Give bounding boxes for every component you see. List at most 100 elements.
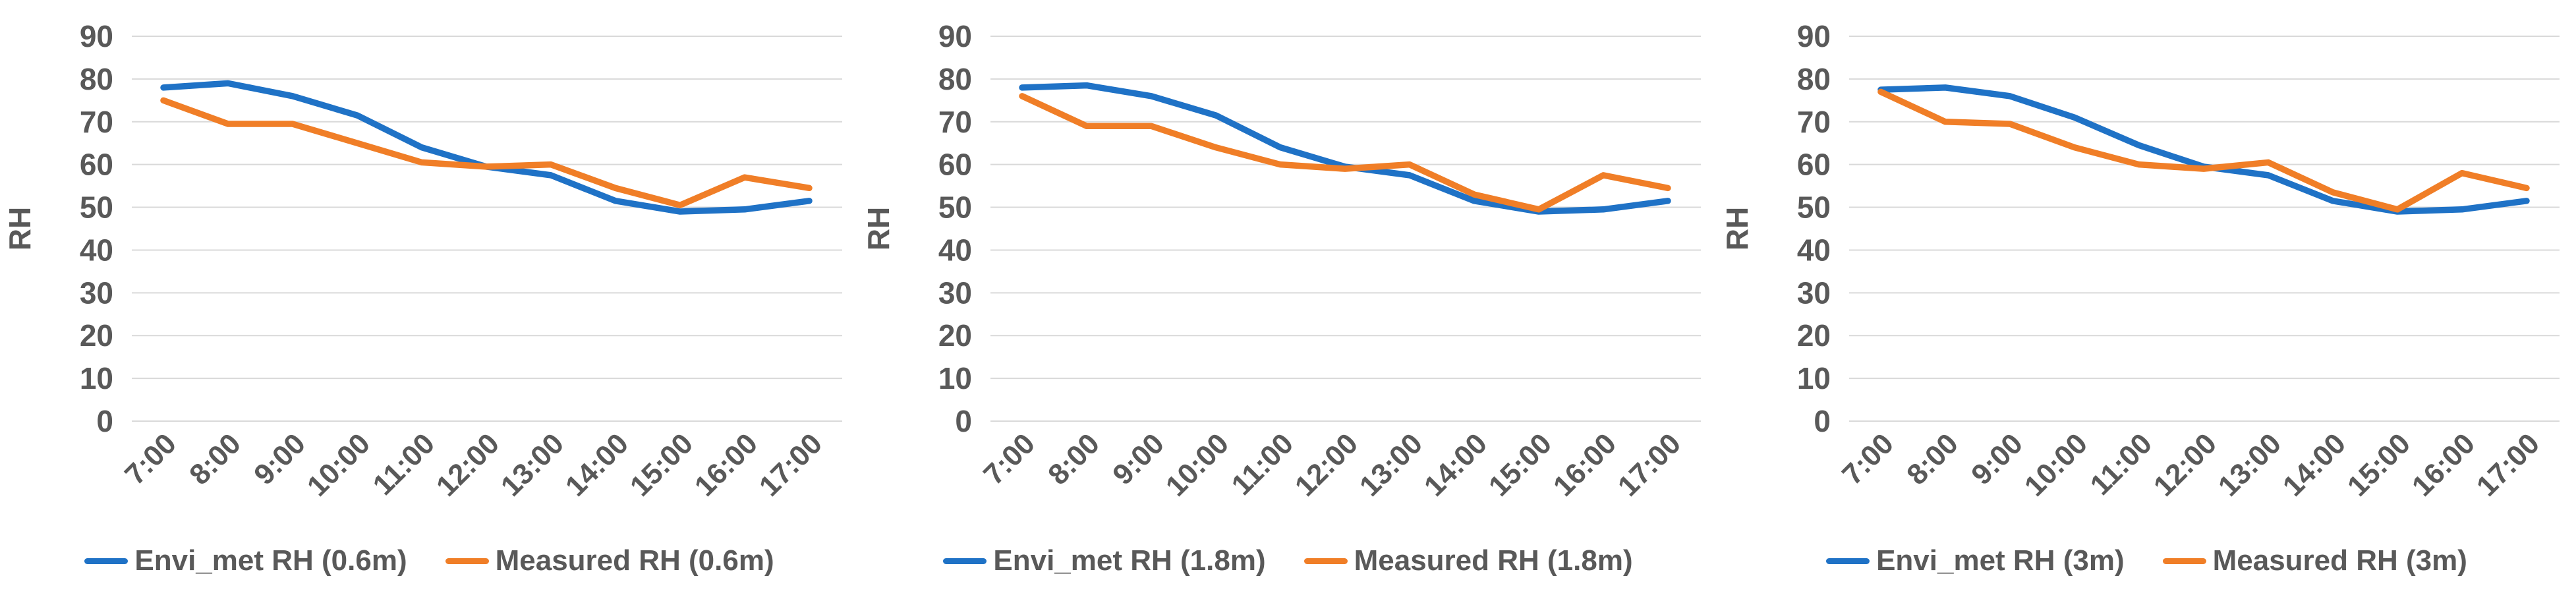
x-axis-tick-labels: 7:00 8:00 9:0010:0011:0012:0013:0014:0015:… — [1836, 427, 2546, 502]
y-tick-label: 80 — [938, 62, 972, 96]
y-tick-label: 0 — [1814, 404, 1831, 438]
chart-rh-06m: 90 80 70 60 50 40 30 20 10 0 RH 7:00 8:00 9:00 10:00 11… — [0, 0, 859, 603]
x-tick-label: 8:00 — [183, 427, 247, 491]
legend-line-swatch — [84, 558, 129, 564]
y-tick-label: 60 — [938, 148, 972, 182]
legend-line-swatch — [1826, 558, 1870, 564]
chart-rh-3m: 90 80 70 60 50 40 30 20 10 0 RH 7:00 8:00 9:00 10:00 11… — [1717, 0, 2576, 603]
y-tick-label: 10 — [1797, 361, 1831, 395]
x-tick-label: 15:00 — [2341, 427, 2417, 502]
legend-line-swatch — [943, 558, 987, 564]
y-axis-title: RH — [3, 207, 37, 250]
x-tick-label: 14:00 — [559, 427, 635, 502]
y-tick-label: 90 — [1797, 19, 1831, 53]
gridlines — [990, 36, 1701, 422]
x-tick-label: 10:00 — [301, 427, 376, 502]
x-tick-label: 8:00 — [1901, 427, 1964, 491]
x-axis-tick-labels: 7:00 8:00 9:0010:0011:0012:0013:0014:0015:… — [119, 427, 828, 502]
legend-label: Measured RH (3m) — [2212, 544, 2467, 577]
y-tick-label: 80 — [1797, 62, 1831, 96]
x-axis-tick-labels: 7:00 8:00 9:0010:0011:0012:0013:0014:0015:… — [977, 427, 1687, 502]
y-tick-label: 70 — [938, 105, 972, 139]
x-tick-label: 11:00 — [367, 427, 442, 502]
chart-canvas: 90 80 70 60 50 40 30 20 10 0 RH 7:00 8:00 9:0010:0011… — [861, 19, 1701, 503]
legend: Envi_met RH (3m) Measured RH (3m) — [1717, 544, 2576, 577]
x-tick-label: 8:00 — [1042, 427, 1106, 491]
legend-line-swatch — [1303, 558, 1348, 564]
y-tick-label: 30 — [938, 275, 972, 310]
x-tick-label: 13:00 — [2212, 427, 2287, 502]
legend-entry-measured: Measured RH (0.6m) — [445, 544, 774, 577]
x-tick-label: 12:00 — [2148, 427, 2223, 502]
x-tick-label: 7:00 — [119, 427, 183, 491]
legend: Envi_met RH (0.6m) Measured RH (0.6m) — [0, 544, 859, 577]
series-line-measured — [1019, 93, 1671, 213]
legend-line-swatch — [2162, 558, 2206, 564]
chart-rh-18m: 90 80 70 60 50 40 30 20 10 0 RH 7:00 8:00 9:00 10:00 11… — [859, 0, 1717, 603]
y-tick-label: 50 — [938, 190, 972, 225]
y-tick-label: 30 — [80, 275, 113, 310]
legend-entry-envi-met: Envi_met RH (0.6m) — [84, 544, 407, 577]
y-axis-tick-labels: 90 80 70 60 50 40 30 20 10 0 — [1797, 19, 1831, 438]
x-tick-label: 14:00 — [1418, 427, 1493, 502]
y-tick-label: 80 — [80, 62, 113, 96]
x-tick-label: 12:00 — [430, 427, 505, 502]
legend-line-swatch — [445, 558, 489, 564]
y-tick-label: 90 — [80, 19, 113, 53]
x-tick-label: 17:00 — [2471, 427, 2546, 502]
legend-label: Envi_met RH (1.8m) — [993, 544, 1266, 577]
y-tick-label: 10 — [80, 361, 113, 395]
x-tick-label: 16:00 — [2406, 427, 2481, 502]
legend-entry-measured: Measured RH (3m) — [2162, 544, 2467, 577]
y-tick-label: 30 — [1797, 275, 1831, 310]
x-tick-label: 15:00 — [624, 427, 699, 502]
y-tick-label: 20 — [80, 318, 113, 353]
x-tick-label: 15:00 — [1483, 427, 1558, 502]
y-axis-title: RH — [1720, 207, 1754, 250]
y-tick-label: 10 — [938, 361, 972, 395]
y-axis-title: RH — [861, 207, 896, 250]
x-tick-label: 13:00 — [495, 427, 570, 502]
x-tick-label: 10:00 — [1160, 427, 1235, 502]
chart-canvas: 90 80 70 60 50 40 30 20 10 0 RH 7:00 8:00 9:0010:0011… — [3, 19, 842, 503]
y-tick-label: 40 — [938, 233, 972, 267]
series-line-measured — [1877, 88, 2530, 213]
y-tick-label: 40 — [80, 233, 113, 267]
legend-label: Envi_met RH (0.6m) — [134, 544, 407, 577]
x-tick-label: 10:00 — [2018, 427, 2094, 502]
gridlines — [132, 36, 842, 422]
y-tick-label: 70 — [80, 105, 113, 139]
y-tick-label: 50 — [80, 190, 113, 225]
x-tick-label: 11:00 — [1226, 427, 1300, 502]
x-tick-label: 14:00 — [2277, 427, 2352, 502]
gridlines — [1849, 36, 2560, 422]
legend-label: Measured RH (1.8m) — [1354, 544, 1633, 577]
chart-canvas: 90 80 70 60 50 40 30 20 10 0 RH 7:00 8:00 9:0010:0011… — [1720, 19, 2560, 503]
y-tick-label: 20 — [938, 318, 972, 353]
legend-label: Envi_met RH (3m) — [1876, 544, 2125, 577]
x-tick-label: 7:00 — [1836, 427, 1900, 491]
y-tick-label: 60 — [80, 148, 113, 182]
x-tick-label: 17:00 — [1612, 427, 1687, 502]
y-tick-label: 70 — [1797, 105, 1831, 139]
y-tick-label: 50 — [1797, 190, 1831, 225]
y-axis-tick-labels: 90 80 70 60 50 40 30 20 10 0 — [938, 19, 972, 438]
y-tick-label: 90 — [938, 19, 972, 53]
x-tick-label: 12:00 — [1289, 427, 1364, 502]
legend-label: Measured RH (0.6m) — [495, 544, 774, 577]
legend-entry-measured: Measured RH (1.8m) — [1303, 544, 1633, 577]
legend-entry-envi-met: Envi_met RH (1.8m) — [943, 544, 1266, 577]
x-tick-label: 16:00 — [689, 427, 764, 502]
x-tick-label: 11:00 — [2084, 427, 2159, 502]
y-tick-label: 0 — [96, 404, 113, 438]
x-tick-label: 13:00 — [1354, 427, 1429, 502]
legend: Envi_met RH (1.8m) Measured RH (1.8m) — [859, 544, 1717, 577]
y-tick-label: 20 — [1797, 318, 1831, 353]
y-axis-tick-labels: 90 80 70 60 50 40 30 20 10 0 — [80, 19, 113, 438]
x-tick-label: 17:00 — [753, 427, 828, 502]
x-tick-label: 16:00 — [1547, 427, 1622, 502]
x-tick-label: 7:00 — [977, 427, 1041, 491]
series-line-measured — [160, 97, 813, 209]
y-tick-label: 0 — [955, 404, 972, 438]
